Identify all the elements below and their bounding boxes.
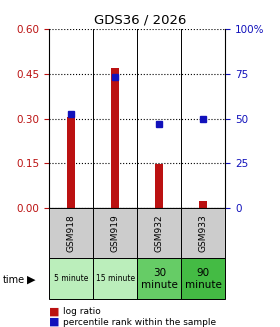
- Bar: [137, 208, 181, 258]
- Bar: [93, 258, 137, 299]
- Text: 30
minute: 30 minute: [141, 268, 178, 290]
- Text: GSM933: GSM933: [199, 214, 208, 252]
- Bar: [181, 208, 225, 258]
- Text: ▶: ▶: [27, 275, 35, 284]
- Bar: [49, 208, 93, 258]
- Text: 90
minute: 90 minute: [185, 268, 222, 290]
- Bar: [49, 258, 93, 299]
- Text: ■: ■: [49, 317, 59, 327]
- Text: percentile rank within the sample: percentile rank within the sample: [63, 318, 216, 327]
- Bar: [155, 164, 163, 208]
- Bar: [137, 258, 181, 299]
- Text: 5 minute: 5 minute: [54, 274, 88, 283]
- Text: GSM919: GSM919: [111, 214, 120, 252]
- Bar: [181, 258, 225, 299]
- Text: GSM918: GSM918: [67, 214, 76, 252]
- Bar: [93, 208, 137, 258]
- Text: time: time: [3, 275, 25, 284]
- Text: log ratio: log ratio: [63, 307, 101, 316]
- Bar: [111, 68, 119, 208]
- Bar: [67, 117, 75, 208]
- Bar: [199, 201, 207, 208]
- Text: GSM932: GSM932: [155, 214, 164, 252]
- Text: 15 minute: 15 minute: [95, 274, 135, 283]
- Text: ■: ■: [49, 306, 59, 316]
- Text: GDS36 / 2026: GDS36 / 2026: [94, 13, 186, 26]
